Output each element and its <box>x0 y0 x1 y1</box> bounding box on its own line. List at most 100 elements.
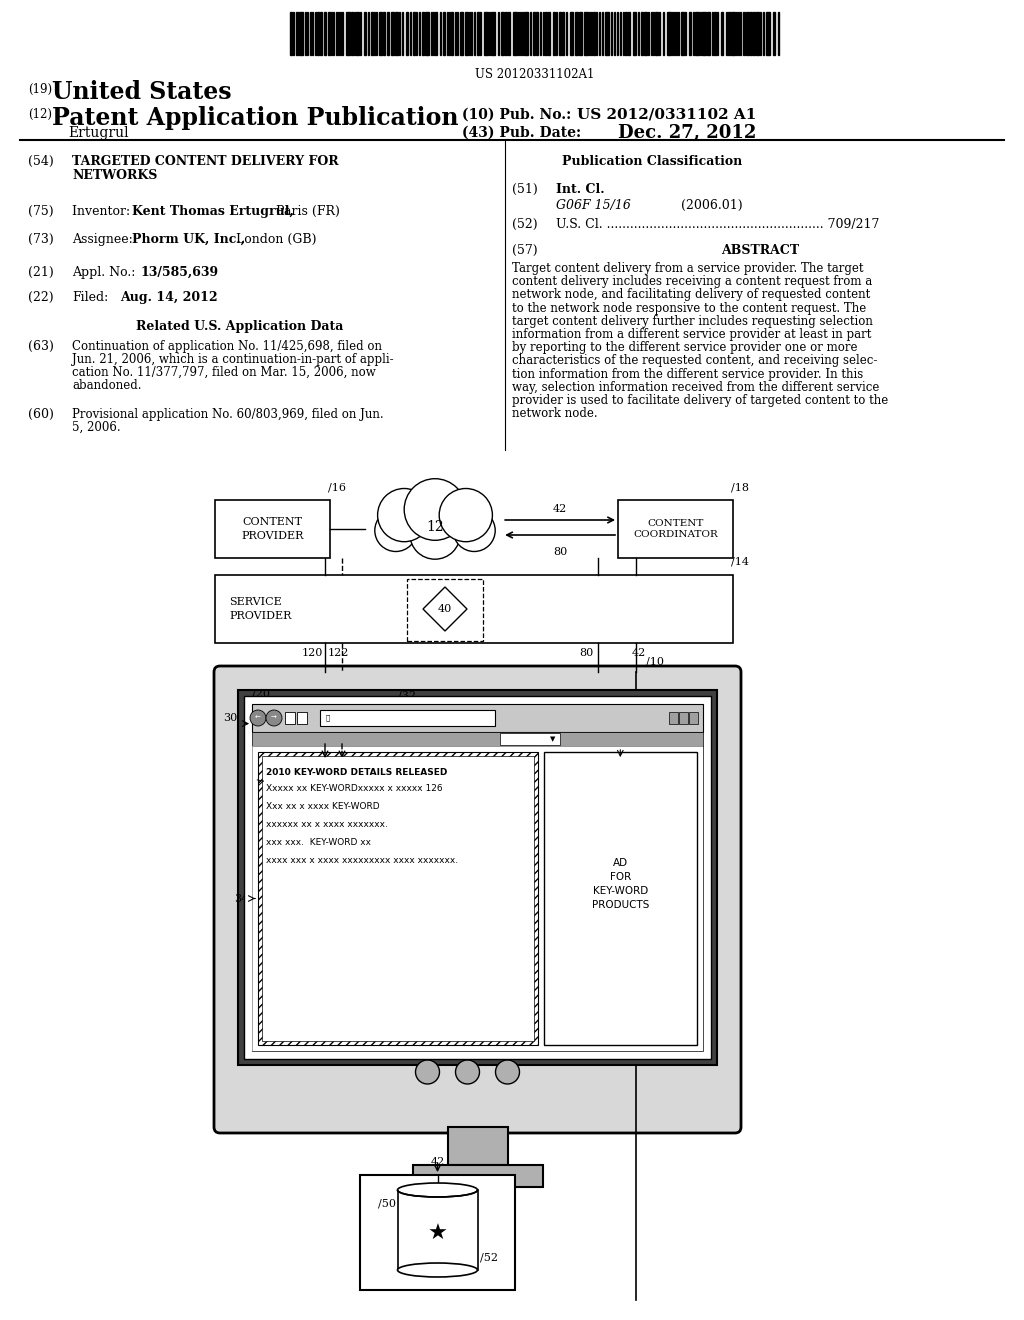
Bar <box>296 12 298 55</box>
Bar <box>584 12 588 55</box>
Bar <box>252 746 703 1051</box>
Bar <box>406 12 408 55</box>
Text: (10) Pub. No.:: (10) Pub. No.: <box>462 108 581 121</box>
Text: /20: /20 <box>252 689 270 700</box>
Bar <box>395 12 398 55</box>
Bar <box>702 12 706 55</box>
Text: (73): (73) <box>28 234 53 246</box>
Text: Filed:: Filed: <box>72 290 109 304</box>
Text: information from a different service provider at least in part: information from a different service pro… <box>512 327 871 341</box>
Text: Xxx xx x xxxx KEY-WORD: Xxx xx x xxxx KEY-WORD <box>266 803 380 810</box>
Text: (57): (57) <box>512 244 538 257</box>
Circle shape <box>378 488 431 541</box>
Bar <box>360 1175 515 1290</box>
Bar <box>215 576 733 643</box>
Bar <box>544 752 697 1045</box>
Bar <box>319 12 322 55</box>
Bar <box>346 12 350 55</box>
Text: abandoned.: abandoned. <box>72 379 141 392</box>
Text: (63): (63) <box>28 341 54 352</box>
Text: (12): (12) <box>28 108 52 121</box>
Bar <box>425 12 429 55</box>
Text: network node, and facilitating delivery of requested content: network node, and facilitating delivery … <box>512 288 870 301</box>
Bar <box>364 12 366 55</box>
Bar <box>633 12 636 55</box>
Bar <box>501 12 504 55</box>
Bar <box>252 704 703 733</box>
Bar <box>351 12 353 55</box>
Text: Target content delivery from a service provider. The target: Target content delivery from a service p… <box>512 261 863 275</box>
Bar <box>689 12 691 55</box>
Bar <box>628 12 630 55</box>
Bar <box>422 12 424 55</box>
Bar <box>536 12 538 55</box>
Text: G06F 15/16: G06F 15/16 <box>556 199 631 213</box>
Circle shape <box>404 479 466 540</box>
Text: U.S. Cl. ........................................................ 709/217: U.S. Cl. ...............................… <box>556 218 880 231</box>
Bar <box>252 746 703 1051</box>
Bar <box>356 12 359 55</box>
Text: ▼: ▼ <box>550 737 555 742</box>
Text: (75): (75) <box>28 205 53 218</box>
Text: 36: 36 <box>248 780 260 789</box>
Bar <box>379 12 382 55</box>
Bar <box>397 1191 477 1270</box>
Bar <box>443 12 445 55</box>
Circle shape <box>496 1060 519 1084</box>
Text: (51): (51) <box>512 183 538 195</box>
Text: /10: /10 <box>646 656 664 667</box>
Text: 40: 40 <box>438 605 453 614</box>
Bar <box>508 12 510 55</box>
Text: way, selection information received from the different service: way, selection information received from… <box>512 380 880 393</box>
Text: Patent Application Publication: Patent Application Publication <box>52 106 459 129</box>
Text: CONTENT
COORDINATOR: CONTENT COORDINATOR <box>633 519 718 540</box>
Text: 13/585,639: 13/585,639 <box>140 267 218 279</box>
Bar <box>435 12 437 55</box>
Text: characteristics of the requested content, and receiving selec-: characteristics of the requested content… <box>512 354 878 367</box>
Text: 🔍: 🔍 <box>326 714 331 721</box>
Text: (54): (54) <box>28 154 53 168</box>
Text: Paris (FR): Paris (FR) <box>272 205 340 218</box>
Circle shape <box>439 488 493 541</box>
Circle shape <box>266 710 282 726</box>
Text: /50: /50 <box>378 1199 395 1208</box>
Text: (2006.01): (2006.01) <box>641 199 742 213</box>
Text: xxxx xxx x xxxx xxxxxxxxx xxxx xxxxxxx.: xxxx xxx x xxxx xxxxxxxxx xxxx xxxxxxx. <box>266 855 458 865</box>
Text: Kent Thomas Ertugrul,: Kent Thomas Ertugrul, <box>132 205 294 218</box>
Bar <box>460 12 463 55</box>
Text: (21): (21) <box>28 267 53 279</box>
Text: /40: /40 <box>679 739 697 748</box>
Text: Related U.S. Application Data: Related U.S. Application Data <box>136 319 344 333</box>
Text: 42: 42 <box>553 504 567 513</box>
Bar <box>258 752 538 1045</box>
Bar <box>324 12 326 55</box>
Bar <box>465 12 468 55</box>
Text: to the network node responsive to the content request. The: to the network node responsive to the co… <box>512 301 866 314</box>
Text: 2010 KEY-WORD DETAILS RELEASED: 2010 KEY-WORD DETAILS RELEASED <box>266 768 447 777</box>
Text: London (GB): London (GB) <box>232 234 316 246</box>
Bar <box>371 12 373 55</box>
Text: (22): (22) <box>28 290 53 304</box>
Text: network node.: network node. <box>512 407 598 420</box>
Text: (19): (19) <box>28 83 52 96</box>
Bar <box>328 12 330 55</box>
Bar <box>319 710 495 726</box>
Bar <box>477 12 479 55</box>
Bar <box>618 500 733 558</box>
Text: 34: 34 <box>233 894 248 903</box>
Text: Int. Cl.: Int. Cl. <box>556 183 604 195</box>
Bar <box>689 711 698 723</box>
Bar <box>714 12 716 55</box>
Bar <box>570 12 573 55</box>
Bar <box>766 12 770 55</box>
Bar <box>391 12 394 55</box>
Text: US 20120331102A1: US 20120331102A1 <box>475 69 595 81</box>
Bar <box>297 711 307 723</box>
Bar <box>524 12 528 55</box>
Bar <box>258 752 538 1045</box>
Bar <box>559 12 561 55</box>
Bar <box>575 12 578 55</box>
Bar <box>490 12 495 55</box>
Text: (60): (60) <box>28 408 54 421</box>
Text: Xxxxx xx KEY-WORDxxxxx x xxxxx 126: Xxxxx xx KEY-WORDxxxxx x xxxxx 126 <box>266 784 442 793</box>
